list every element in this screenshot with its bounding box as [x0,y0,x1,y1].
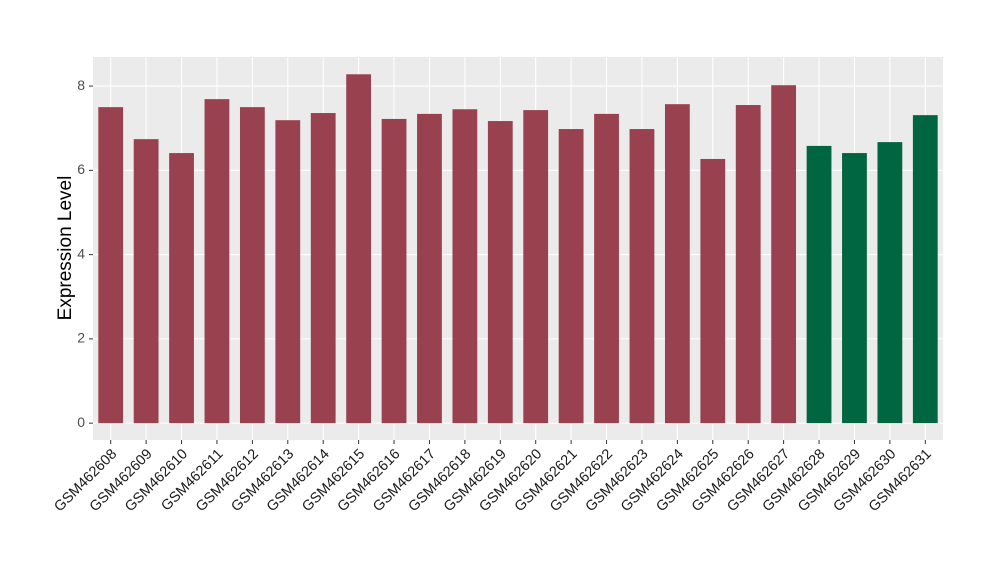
bar [346,74,372,424]
bar [771,85,797,424]
y-tick-label: 6 [77,161,85,177]
plot-panel [93,57,943,440]
y-tick-label: 4 [77,245,85,261]
bar [912,115,938,424]
y-tick-label: 2 [77,330,85,346]
bar [239,107,265,424]
bar [594,113,619,424]
bar [417,113,442,424]
bar [558,129,584,424]
bar [452,109,478,424]
bar [133,139,159,424]
bar [523,110,549,424]
bar [629,129,655,424]
y-axis-label: Expression Level [55,176,76,321]
bar [98,107,124,424]
bar [700,158,726,424]
bar [487,121,513,424]
y-tick-label: 0 [77,414,85,430]
bar [275,120,301,424]
bar [735,105,761,424]
bar [204,99,230,424]
bar [842,153,867,424]
bar [664,104,690,424]
bar [806,145,832,424]
y-tick-label: 8 [77,77,85,93]
bar [310,113,336,424]
bar [169,153,194,424]
bar [381,118,407,424]
bar [877,142,903,424]
